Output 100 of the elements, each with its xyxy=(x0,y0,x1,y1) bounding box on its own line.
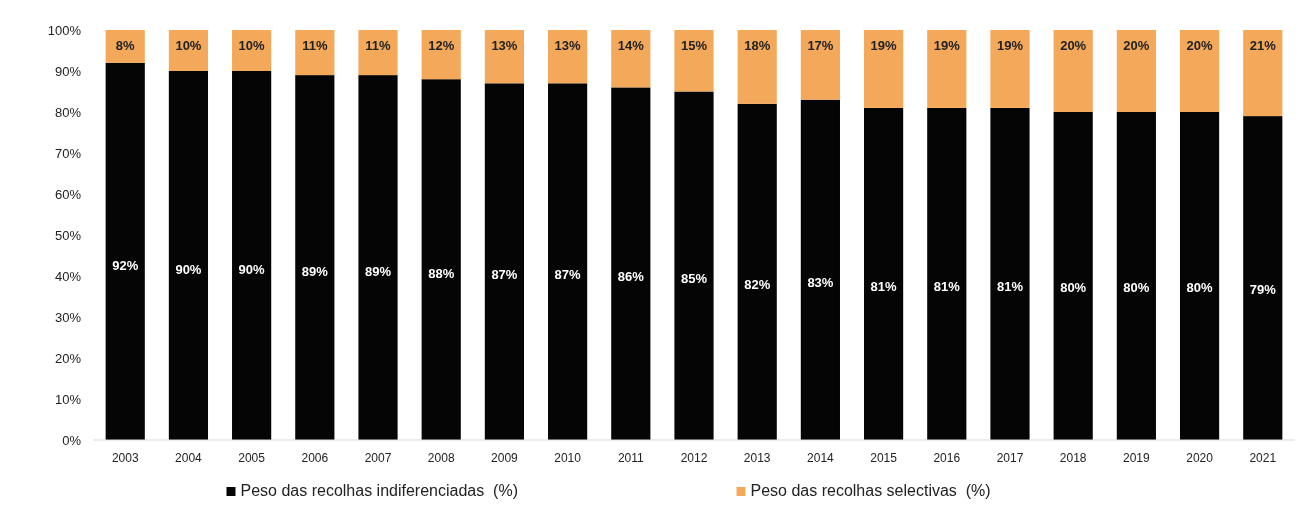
bar xyxy=(1243,116,1283,440)
bar xyxy=(927,107,967,440)
data-label: 20% xyxy=(1060,38,1087,53)
y-tick-label: 0% xyxy=(62,432,82,448)
bar xyxy=(927,30,967,108)
x-tick-label: 2017 xyxy=(996,451,1024,465)
x-tick-label: 2006 xyxy=(301,451,329,465)
bar xyxy=(168,71,209,440)
data-label: 8% xyxy=(115,38,136,53)
y-tick-label: 80% xyxy=(54,104,82,120)
x-tick-label: 2008 xyxy=(427,451,455,465)
data-label: 20% xyxy=(1123,38,1150,53)
data-label: 92% xyxy=(112,258,139,274)
bar xyxy=(1179,30,1220,112)
bar xyxy=(611,87,651,440)
bar xyxy=(1053,30,1093,112)
bar xyxy=(358,30,398,76)
data-label: 80% xyxy=(1123,280,1150,296)
bar xyxy=(295,75,335,440)
data-label: 14% xyxy=(617,38,645,53)
x-tick-label: 2018 xyxy=(1059,451,1087,465)
bar xyxy=(548,83,588,440)
data-label: 13% xyxy=(554,38,582,53)
x-tick-label: 2020 xyxy=(1186,451,1214,465)
y-tick-label: 50% xyxy=(54,227,82,243)
data-label: 88% xyxy=(428,265,455,281)
bar xyxy=(484,83,524,440)
y-tick-label: 40% xyxy=(54,268,82,284)
y-tick-label: 90% xyxy=(54,63,82,79)
data-label: 80% xyxy=(1186,280,1214,296)
data-label: 17% xyxy=(807,38,834,53)
bar xyxy=(1116,30,1156,112)
x-tick-label: 2004 xyxy=(175,451,203,465)
data-label: 90% xyxy=(175,261,202,277)
bar xyxy=(1243,30,1283,117)
bar xyxy=(1116,112,1156,440)
legend-label: Peso das recolhas selectivas (%) xyxy=(750,482,991,499)
bar xyxy=(1053,112,1093,440)
bar xyxy=(1179,112,1220,440)
bar xyxy=(864,30,904,108)
bar xyxy=(421,30,461,80)
x-tick-label: 2015 xyxy=(870,451,898,465)
data-label: 19% xyxy=(870,38,898,53)
bar xyxy=(674,91,714,440)
bar xyxy=(990,107,1030,440)
data-label: 87% xyxy=(554,267,582,283)
x-tick-label: 2021 xyxy=(1249,451,1277,465)
data-label: 83% xyxy=(807,274,834,290)
data-label: 13% xyxy=(491,38,518,53)
bar xyxy=(295,30,335,76)
data-label: 18% xyxy=(744,38,771,53)
bar xyxy=(421,79,461,440)
data-label: 10% xyxy=(175,38,202,53)
data-label: 90% xyxy=(238,261,266,277)
x-tick-label: 2003 xyxy=(111,451,139,465)
bar xyxy=(232,71,272,440)
data-label: 89% xyxy=(365,263,392,279)
x-tick-label: 2013 xyxy=(743,451,771,465)
data-label: 79% xyxy=(1249,282,1277,298)
x-tick-label: 2011 xyxy=(617,451,645,465)
data-label: 82% xyxy=(744,276,771,292)
data-label: 89% xyxy=(301,263,329,279)
data-label: 11% xyxy=(302,38,328,53)
data-label: 12% xyxy=(428,38,455,53)
y-tick-label: 70% xyxy=(54,145,82,161)
x-tick-label: 2014 xyxy=(807,451,835,465)
bar xyxy=(737,103,777,440)
data-label: 81% xyxy=(870,278,898,294)
y-tick-label: 60% xyxy=(54,186,82,202)
bar xyxy=(737,30,777,104)
data-label: 87% xyxy=(491,267,518,283)
data-label: 19% xyxy=(933,38,961,53)
bar xyxy=(105,62,145,440)
x-tick-label: 2012 xyxy=(680,451,708,465)
data-label: 80% xyxy=(1060,280,1087,296)
x-tick-label: 2009 xyxy=(491,451,519,465)
data-label: 10% xyxy=(238,38,266,53)
bar xyxy=(484,30,524,84)
data-label: 81% xyxy=(933,278,961,294)
bar xyxy=(548,30,588,84)
x-tick-label: 2010 xyxy=(554,451,582,465)
x-tick-label: 2005 xyxy=(238,451,266,465)
data-label: 15% xyxy=(680,38,708,53)
bar xyxy=(800,30,840,100)
data-label: 81% xyxy=(996,278,1024,294)
y-tick-label: 30% xyxy=(54,309,82,325)
bar xyxy=(800,99,840,440)
data-label: 21% xyxy=(1249,38,1277,53)
y-tick-label: 10% xyxy=(54,391,82,407)
x-tick-label: 2019 xyxy=(1123,451,1151,465)
bar xyxy=(358,75,398,440)
x-tick-label: 2016 xyxy=(933,451,961,465)
bar xyxy=(990,30,1030,108)
data-label: 11% xyxy=(365,38,392,53)
legend-label: Peso das recolhas indiferenciadas (%) xyxy=(240,482,518,499)
data-label: 20% xyxy=(1186,38,1214,53)
y-tick-label: 20% xyxy=(54,350,82,366)
bar xyxy=(864,107,904,440)
y-tick-label: 100% xyxy=(47,22,82,38)
x-tick-label: 2007 xyxy=(364,451,392,465)
